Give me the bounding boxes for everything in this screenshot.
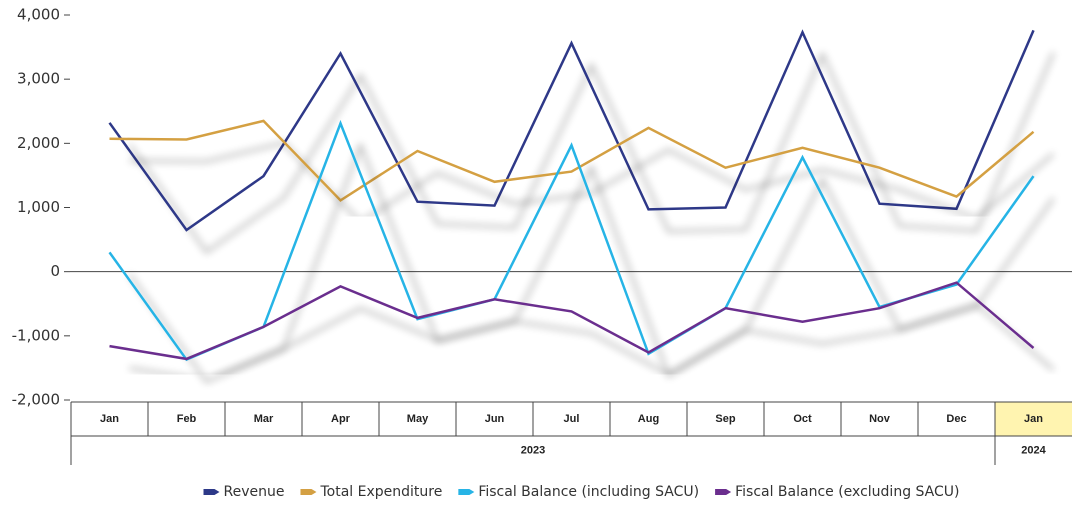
group-label: 2023 bbox=[521, 444, 545, 456]
x-tick-label: Feb bbox=[177, 413, 197, 425]
x-tick-label: Oct bbox=[793, 413, 812, 425]
legend-label: Fiscal Balance (excluding SACU) bbox=[735, 484, 959, 500]
legend-label: Total Expenditure bbox=[319, 484, 442, 500]
legend-icon bbox=[203, 489, 220, 495]
y-tick-label: 0 bbox=[50, 262, 60, 280]
x-tick-label: Apr bbox=[331, 413, 351, 425]
x-tick-label: Aug bbox=[638, 413, 659, 425]
x-tick-label: Jan bbox=[100, 413, 119, 425]
x-tick-label: Mar bbox=[254, 413, 274, 425]
y-tick-label: 2,000 bbox=[17, 134, 60, 152]
legend-icon bbox=[715, 489, 732, 495]
highlight bbox=[995, 402, 1072, 436]
legend-icon bbox=[300, 489, 317, 495]
x-tick-label: Sep bbox=[715, 413, 735, 425]
series-line bbox=[108, 119, 1035, 362]
y-tick-label: -1,000 bbox=[12, 326, 60, 344]
series-line bbox=[108, 29, 1035, 232]
legend-label: Fiscal Balance (including SACU) bbox=[478, 484, 699, 500]
y-tick-label: 4,000 bbox=[17, 6, 60, 24]
x-tick-label: Jun bbox=[485, 413, 505, 425]
group-label: 2024 bbox=[1021, 444, 1046, 456]
x-tick-label: May bbox=[407, 413, 429, 425]
x-tick-label: Nov bbox=[869, 413, 891, 425]
series-line bbox=[109, 119, 1035, 203]
y-tick-label: -2,000 bbox=[12, 391, 60, 409]
legend-icon bbox=[458, 489, 475, 495]
x-tick-label: Dec bbox=[946, 413, 966, 425]
legend-label: Revenue bbox=[223, 484, 284, 500]
y-tick-label: 3,000 bbox=[17, 70, 60, 88]
series-line bbox=[109, 281, 1035, 361]
y-tick-label: 1,000 bbox=[17, 198, 60, 216]
legend: Revenue Total Expenditure Fiscal Balance (… bbox=[203, 484, 960, 500]
x-tick-label: Jan bbox=[1024, 413, 1043, 425]
x-tick-label: Jul bbox=[564, 413, 580, 425]
